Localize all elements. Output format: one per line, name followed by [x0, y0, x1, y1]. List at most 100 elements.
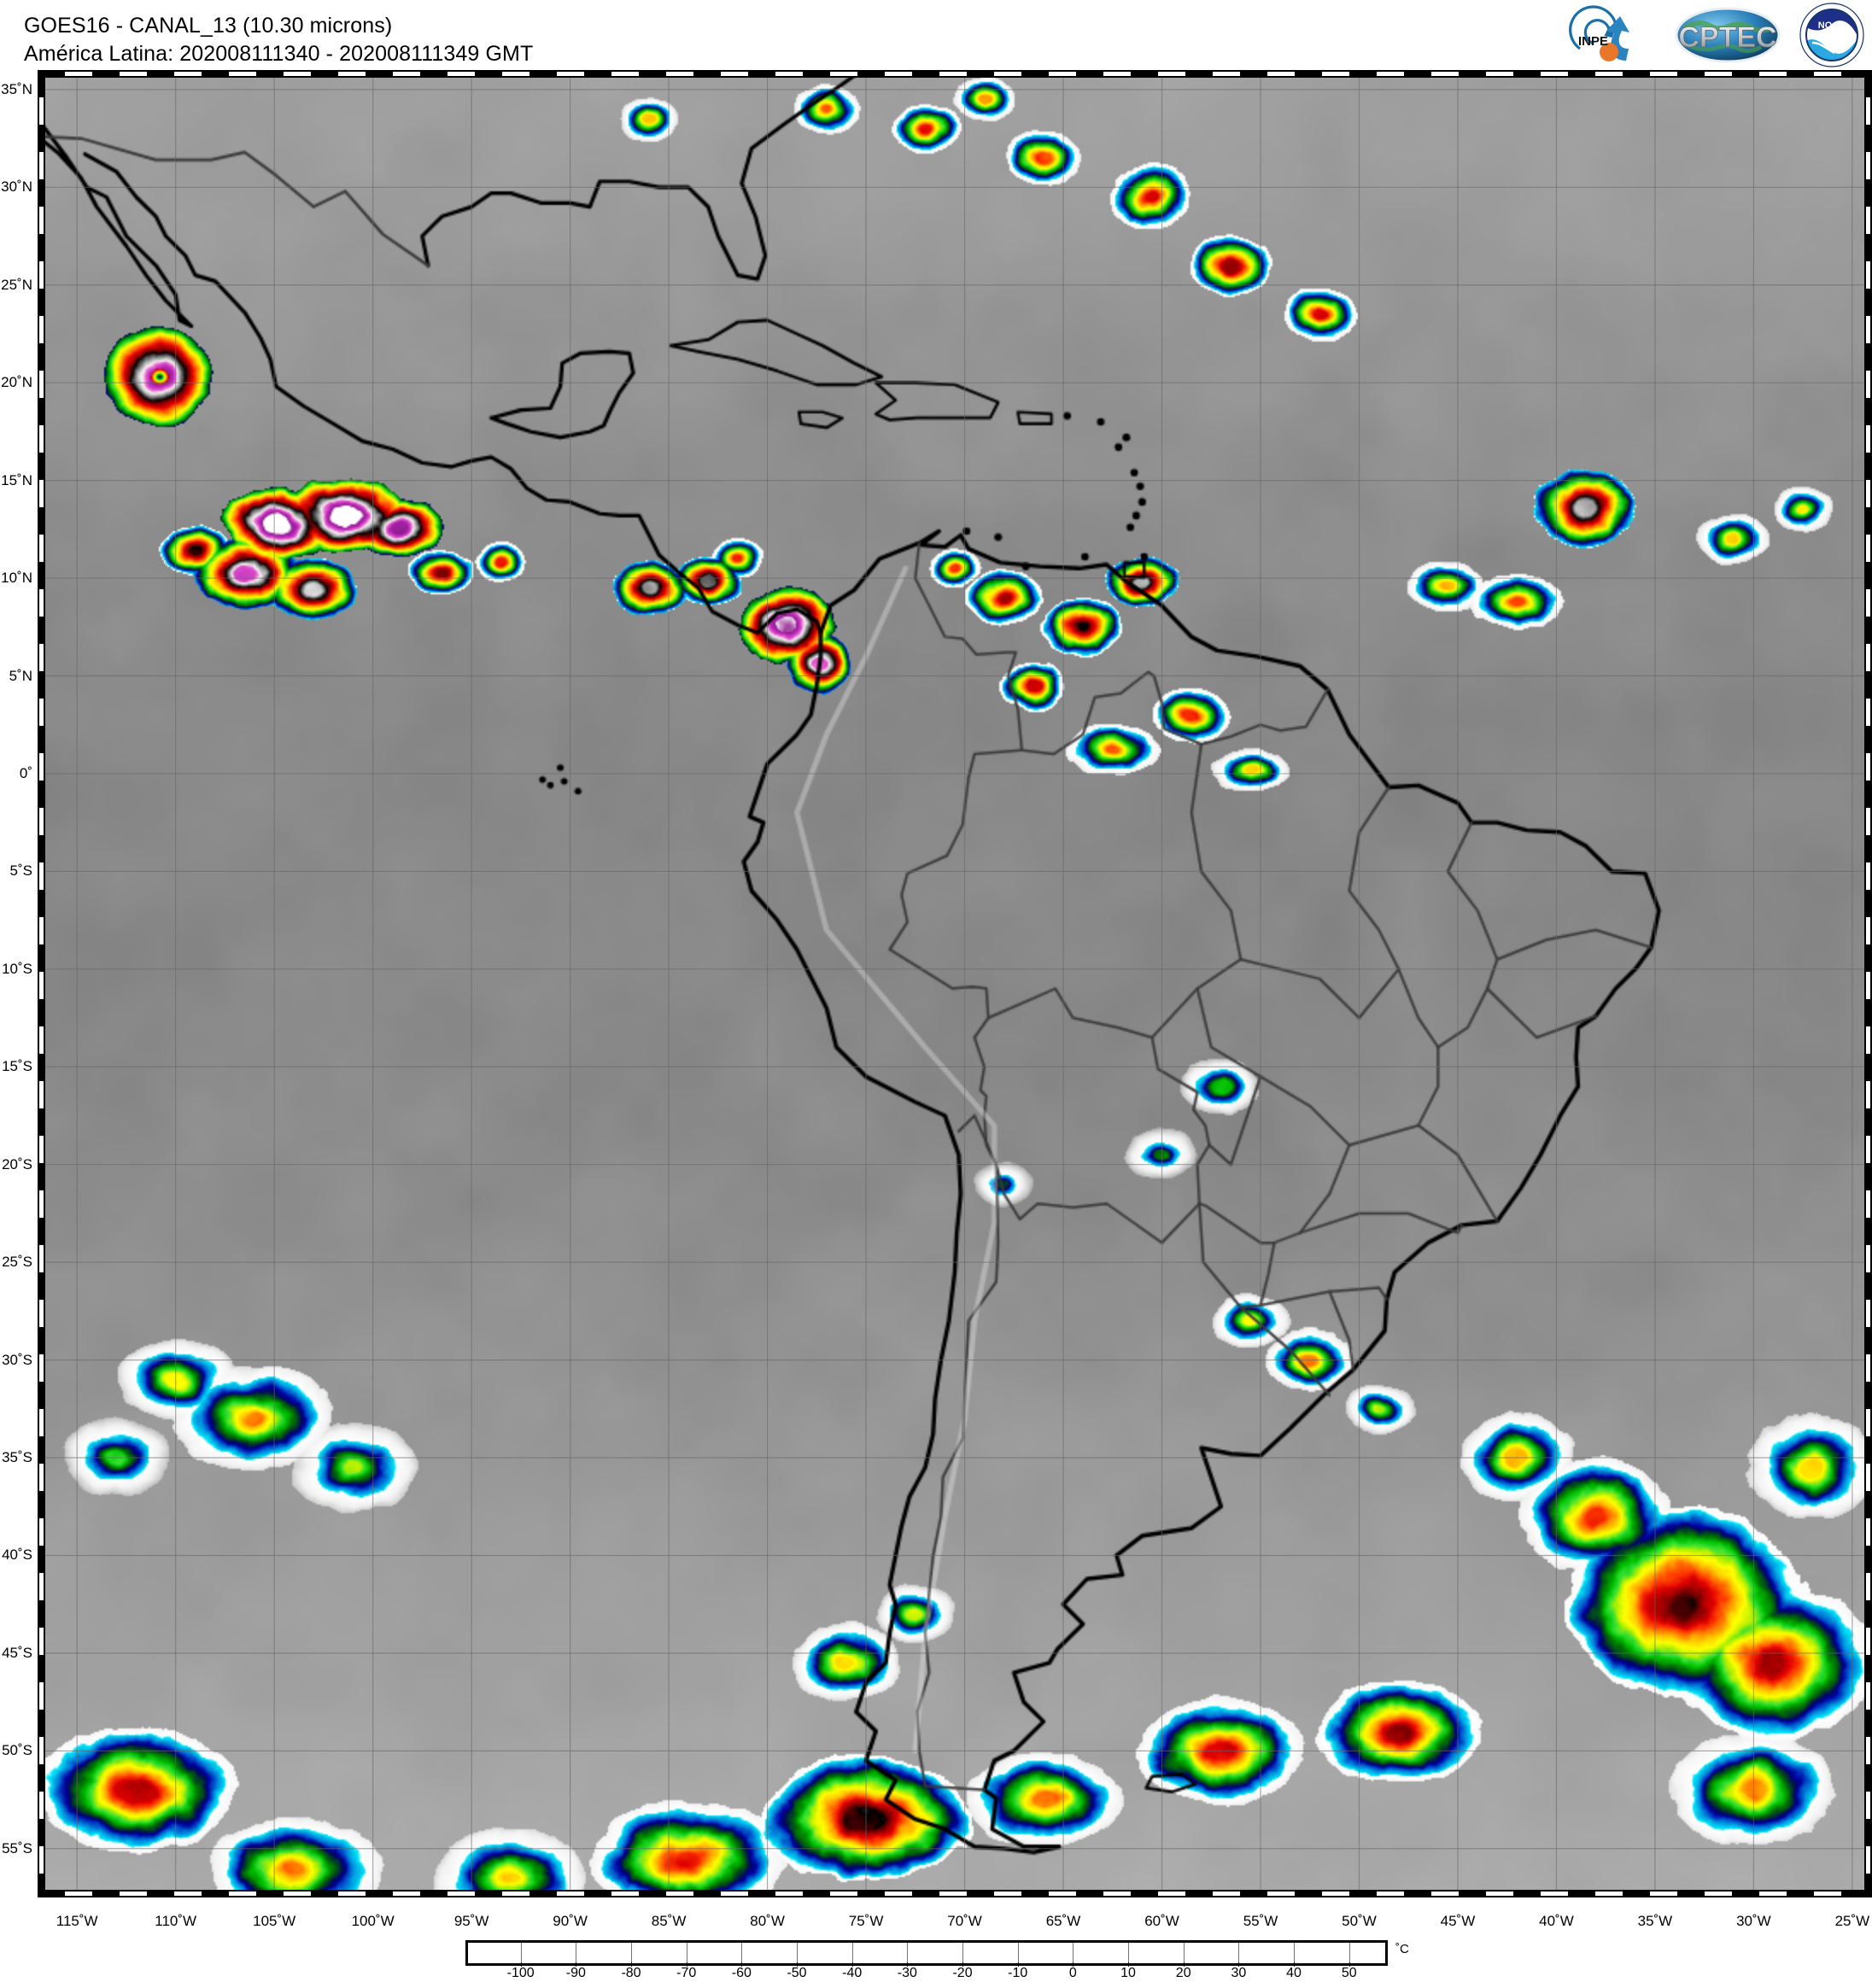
colorbar-tick-line — [1017, 1943, 1019, 1963]
longitude-axis: 115˚W 110˚W 105˚W 100˚W 95˚W 90˚W 85˚W 80˚W 75˚W… — [38, 1903, 1872, 1937]
satellite-image-canvas[interactable] — [38, 70, 1872, 1897]
colorbar-tick-line — [962, 1943, 964, 1963]
lat-tick-label: 30˚N — [1, 178, 32, 196]
colorbar-tick — [797, 1962, 799, 1967]
colorbar-tick-label: -100 — [506, 1966, 535, 1980]
cptec-logo: CPTEC — [1675, 7, 1781, 63]
colorbar-tick — [1017, 1962, 1019, 1967]
lon-tick-label: 105˚W — [253, 1913, 296, 1929]
lon-tick-label: 80˚W — [750, 1913, 785, 1929]
colorbar-wrap[interactable] — [465, 1940, 1388, 1966]
colorbar: ˚C -100 -90 -80 -70 -60 -50 -40 -30 -20 -10 0 10 20 3… — [0, 1937, 1872, 1988]
colorbar-tick-label: -30 — [897, 1966, 917, 1980]
lon-tick-label: 55˚W — [1243, 1913, 1278, 1929]
lat-tick-label: 55˚S — [2, 1839, 32, 1856]
satellite-figure: 35˚N 30˚N 25˚N 20˚N 15˚N 10˚N 5˚N 0˚ 5˚S 10˚S 15˚S… — [0, 70, 1872, 1988]
colorbar-tick-label: -10 — [1008, 1966, 1028, 1980]
lat-tick-label: 50˚S — [2, 1742, 32, 1759]
title-line-region-time: América Latina: 202008111340 - 202008111… — [24, 41, 534, 66]
colorbar-tick-label: 0 — [1068, 1966, 1077, 1980]
colorbar-tick-line — [1238, 1943, 1240, 1963]
colorbar-tick-line — [1183, 1943, 1185, 1963]
title-line-product: GOES16 - CANAL_13 (10.30 microns) — [24, 14, 393, 38]
lon-tick-label: 50˚W — [1342, 1913, 1377, 1929]
colorbar-tick-line — [907, 1943, 909, 1963]
header-bar: GOES16 - CANAL_13 (10.30 microns) Améric… — [0, 0, 1872, 70]
colorbar-tick-label: 40 — [1286, 1966, 1302, 1980]
lat-tick-label: 15˚S — [2, 1058, 32, 1075]
lat-tick-label: 20˚S — [2, 1155, 32, 1172]
colorbar-tick-line — [851, 1943, 853, 1963]
colorbar-tick — [851, 1962, 853, 1967]
logo-strip: INPE CPTEC — [1554, 2, 1865, 68]
lat-tick-label: 35˚S — [2, 1449, 32, 1466]
lat-tick-label: 45˚S — [2, 1644, 32, 1661]
colorbar-tick-label: 20 — [1175, 1966, 1191, 1980]
lat-tick-label: 25˚N — [1, 276, 32, 293]
lon-tick-label: 115˚W — [56, 1913, 98, 1929]
lon-tick-label: 75˚W — [848, 1913, 884, 1929]
colorbar-tick — [741, 1962, 743, 1967]
cptec-logo-text: CPTEC — [1678, 21, 1776, 54]
lon-tick-label: 35˚W — [1637, 1913, 1673, 1929]
colorbar-tick-label: 30 — [1231, 1966, 1247, 1980]
lon-tick-label: 100˚W — [351, 1913, 395, 1929]
colorbar-tick — [962, 1962, 964, 1967]
lon-tick-label: 110˚W — [155, 1913, 197, 1929]
colorbar-tick — [907, 1962, 909, 1967]
colorbar-tick — [1238, 1962, 1240, 1967]
lon-tick-label: 65˚W — [1045, 1913, 1081, 1929]
colorbar-tick-line — [1294, 1943, 1296, 1963]
lat-tick-label: 15˚N — [1, 471, 32, 488]
colorbar-tick-line — [631, 1943, 632, 1963]
colorbar-tick — [1183, 1962, 1185, 1967]
lon-tick-label: 25˚W — [1834, 1913, 1870, 1929]
lat-tick-label: 10˚N — [1, 570, 32, 587]
page-title: GOES16 - CANAL_13 (10.30 microns) Améric… — [24, 12, 533, 67]
colorbar-tick — [520, 1962, 522, 1967]
colorbar-tick-line — [741, 1943, 743, 1963]
lat-tick-label: 0˚ — [19, 764, 32, 781]
lon-tick-label: 90˚W — [553, 1913, 588, 1929]
colorbar-tick — [631, 1962, 632, 1967]
colorbar-tick-label: -90 — [565, 1966, 586, 1980]
colorbar-unit-label: ˚C — [1395, 1942, 1409, 1956]
colorbar-tick-line — [797, 1943, 799, 1963]
noaa-logo: NOAA — [1799, 3, 1864, 67]
colorbar-tick-label: 10 — [1120, 1966, 1136, 1980]
lat-tick-label: 10˚S — [2, 960, 32, 977]
lon-tick-label: 85˚W — [651, 1913, 687, 1929]
latitude-axis: 35˚N 30˚N 25˚N 20˚N 15˚N 10˚N 5˚N 0˚ 5˚S 10˚S 15˚S… — [0, 70, 38, 1897]
lon-tick-label: 70˚W — [947, 1913, 982, 1929]
lat-tick-label: 20˚N — [1, 374, 32, 391]
colorbar-tick-label: -70 — [676, 1966, 697, 1980]
lat-tick-label: 30˚S — [2, 1351, 32, 1368]
colorbar-tick-label: -80 — [621, 1966, 641, 1980]
lon-tick-label: 40˚W — [1539, 1913, 1574, 1929]
lat-tick-label: 35˚N — [1, 80, 32, 97]
inpe-logo-text: INPE — [1578, 34, 1608, 49]
colorbar-tick-label: -60 — [731, 1966, 752, 1980]
colorbar-tick-line — [1128, 1943, 1130, 1963]
colorbar-tick-line — [520, 1943, 522, 1963]
lon-tick-label: 95˚W — [453, 1913, 489, 1929]
lat-tick-label: 25˚S — [2, 1254, 32, 1271]
inpe-logo: INPE — [1569, 5, 1629, 61]
colorbar-tick — [1294, 1962, 1296, 1967]
noaa-logo-text: NOAA — [1818, 20, 1846, 31]
lat-tick-label: 40˚S — [2, 1547, 32, 1564]
colorbar-tick-line — [1348, 1943, 1350, 1963]
colorbar-tick-label: -20 — [952, 1966, 973, 1980]
lon-tick-label: 30˚W — [1736, 1913, 1771, 1929]
lat-tick-label: 5˚N — [9, 667, 32, 684]
map-panel[interactable] — [38, 70, 1872, 1897]
lat-tick-label: 5˚S — [9, 862, 32, 880]
colorbar-tick — [1348, 1962, 1350, 1967]
lon-tick-label: 60˚W — [1144, 1913, 1179, 1929]
colorbar-frame — [465, 1940, 1388, 1966]
colorbar-tick — [1128, 1962, 1130, 1967]
colorbar-tick-label: -50 — [787, 1966, 807, 1980]
colorbar-gradient — [468, 1943, 1385, 1963]
colorbar-tick-label: -40 — [842, 1966, 863, 1980]
colorbar-tick-label: 50 — [1341, 1966, 1357, 1980]
